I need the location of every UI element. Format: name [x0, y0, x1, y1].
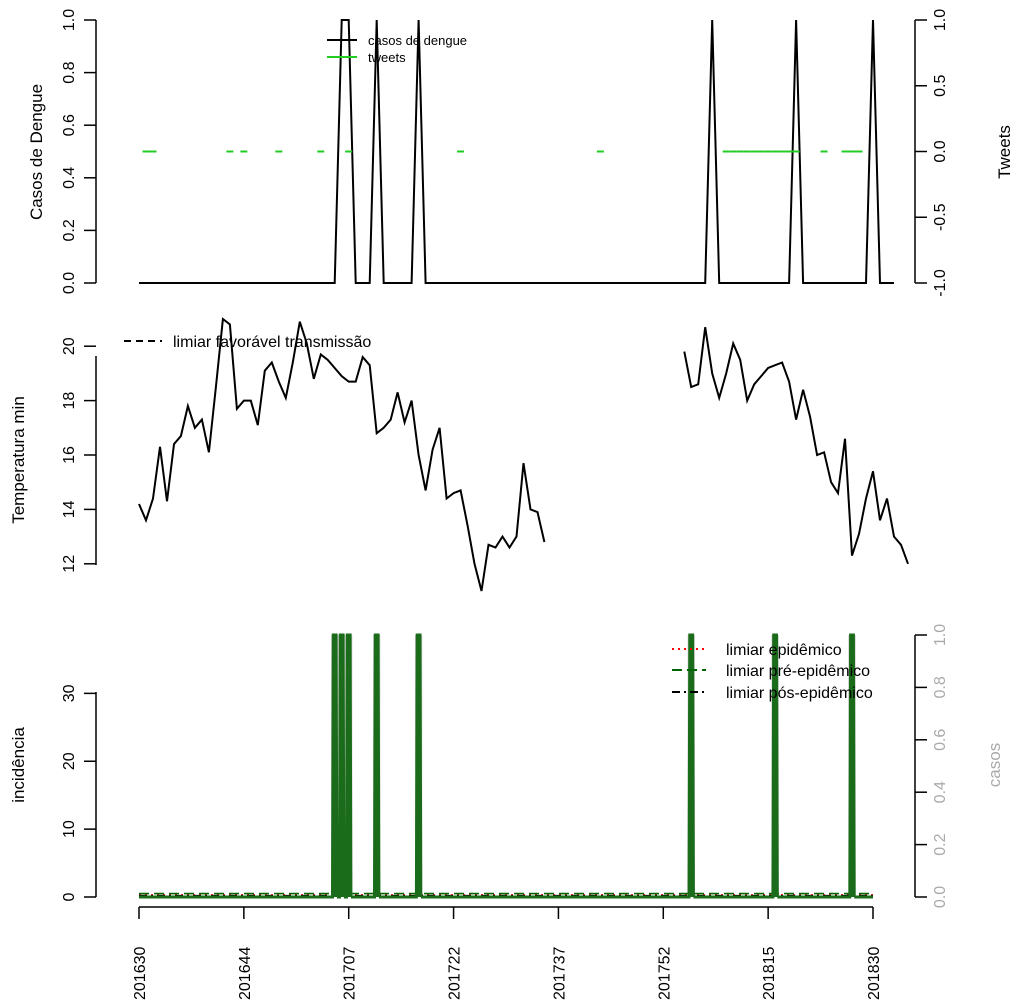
p3-left-tick-label-1: 10 [61, 820, 78, 838]
p1-left-tick-label-0: 0.0 [61, 272, 78, 294]
p1-left-tick-label-1: 0.2 [61, 219, 78, 241]
x-tick-label-5: 201752 [656, 947, 673, 1000]
p1-left-tick-label-3: 0.6 [61, 114, 78, 136]
panel-dengue-tweets: Casos de Dengue Tweets 0.0 0.2 0.4 0.6 0.8 1.… [27, 9, 1014, 297]
panel1-legend: casos de dengue tweets [327, 33, 467, 65]
x-tick-label-1: 201644 [237, 947, 254, 1000]
series-incidencia [139, 633, 873, 899]
x-tick-label-6: 201815 [761, 947, 778, 1000]
p3-right-tick-label-4: 0.8 [932, 676, 949, 698]
x-axis: 201630 201644 201707 201722 201737 201752 2018… [132, 906, 883, 1000]
p1-right-tick-label-4: 1.0 [932, 9, 949, 31]
p1-right-tick-label-0: -1.0 [932, 269, 949, 297]
x-tick-label-7: 201830 [866, 947, 883, 1000]
x-tick-label-2: 201707 [342, 947, 359, 1000]
legend-label-pos: limiar pós-epidêmico [726, 685, 873, 702]
p3-right-tick-label-0: 0.0 [932, 886, 949, 908]
threshold-lines [139, 892, 873, 897]
p3-left-tick-label-2: 20 [61, 752, 78, 770]
series-temperatura-min [138, 317, 909, 592]
panel2-legend: limiar favorável transmissão [124, 334, 371, 351]
p3-left-tick-label-0: 0 [61, 892, 78, 901]
p1-right-tick-label-3: 0.5 [932, 75, 949, 97]
p1-right-tick-label-1: -0.5 [932, 203, 949, 231]
p3-right-tick-label-3: 0.6 [932, 729, 949, 751]
p1-right-tick-label-2: 0.0 [932, 140, 949, 162]
series-casos-de-dengue [139, 19, 894, 284]
p2-left-tick-label-1: 14 [61, 500, 78, 518]
panel3-ylabel-right: casos [985, 743, 1004, 787]
legend-label-tweets: tweets [368, 50, 406, 65]
p2-left-tick-label-4: 20 [61, 337, 78, 355]
p3-right-tick-label-1: 0.2 [932, 833, 949, 855]
p3-right-tick-label-2: 0.4 [932, 781, 949, 803]
legend-label-pre: limiar pré-epidêmico [726, 663, 870, 680]
p2-left-tick-label-3: 18 [61, 392, 78, 410]
x-tick-label-3: 201722 [447, 947, 464, 1000]
p1-left-tick-label-5: 1.0 [61, 9, 78, 31]
panel3-ylabel: incidência [9, 727, 28, 803]
p3-left-tick-label-3: 30 [61, 684, 78, 702]
p1-left-tick-label-2: 0.4 [61, 167, 78, 189]
p2-left-tick-label-2: 16 [61, 446, 78, 464]
p1-left-tick-label-4: 0.8 [61, 61, 78, 83]
p3-right-tick-label-5: 1.0 [932, 624, 949, 646]
legend-label-epidemico: limiar epidêmico [726, 642, 842, 659]
x-tick-label-4: 201737 [551, 947, 568, 1000]
panel-incidence: incidência casos 0 10 20 30 0.0 0.2 0.4 0.6 0.8… [9, 624, 1004, 908]
panel-temperature: Temperatura min 12 14 16 18 20 limiar favorá… [9, 317, 909, 592]
x-tick-label-0: 201630 [132, 947, 149, 1000]
panel2-ylabel: Temperatura min [9, 396, 28, 524]
legend-label-casos: casos de dengue [368, 33, 467, 48]
panel3-legend: limiar epidêmico limiar pré-epidêmico li… [672, 642, 873, 702]
panel1-ylabel: Casos de Dengue [27, 84, 46, 220]
p2-left-tick-label-0: 12 [61, 555, 78, 573]
legend-label-limiar: limiar favorável transmissão [173, 334, 371, 351]
panel1-ylabel-right: Tweets [995, 125, 1014, 179]
